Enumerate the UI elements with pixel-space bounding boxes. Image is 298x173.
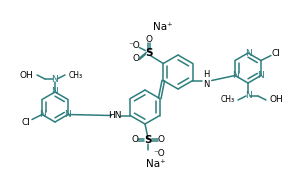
Text: O: O bbox=[133, 54, 140, 63]
Text: N: N bbox=[245, 92, 252, 101]
Text: Cl: Cl bbox=[271, 49, 280, 58]
Text: H
N: H N bbox=[204, 70, 210, 89]
Text: N: N bbox=[257, 71, 264, 80]
Text: O: O bbox=[146, 35, 153, 44]
Text: OH: OH bbox=[270, 95, 284, 104]
Text: Cl: Cl bbox=[21, 118, 30, 127]
Text: N: N bbox=[52, 88, 58, 97]
Text: ⁻O: ⁻O bbox=[153, 149, 165, 158]
Text: CH₃: CH₃ bbox=[69, 71, 83, 80]
Text: S: S bbox=[144, 135, 152, 145]
Text: N: N bbox=[65, 110, 71, 119]
Text: Na⁺: Na⁺ bbox=[146, 159, 166, 169]
Text: S: S bbox=[145, 48, 153, 58]
Text: N: N bbox=[39, 110, 45, 119]
Text: O: O bbox=[131, 135, 139, 144]
Text: HN: HN bbox=[108, 111, 122, 120]
Text: CH₃: CH₃ bbox=[221, 95, 235, 104]
Text: N: N bbox=[232, 71, 238, 80]
Text: N: N bbox=[245, 48, 252, 57]
Text: ⁻O: ⁻O bbox=[128, 41, 140, 50]
Text: OH: OH bbox=[19, 71, 33, 80]
Text: O: O bbox=[158, 135, 164, 144]
Text: N: N bbox=[52, 75, 58, 84]
Text: Na⁺: Na⁺ bbox=[153, 22, 173, 33]
